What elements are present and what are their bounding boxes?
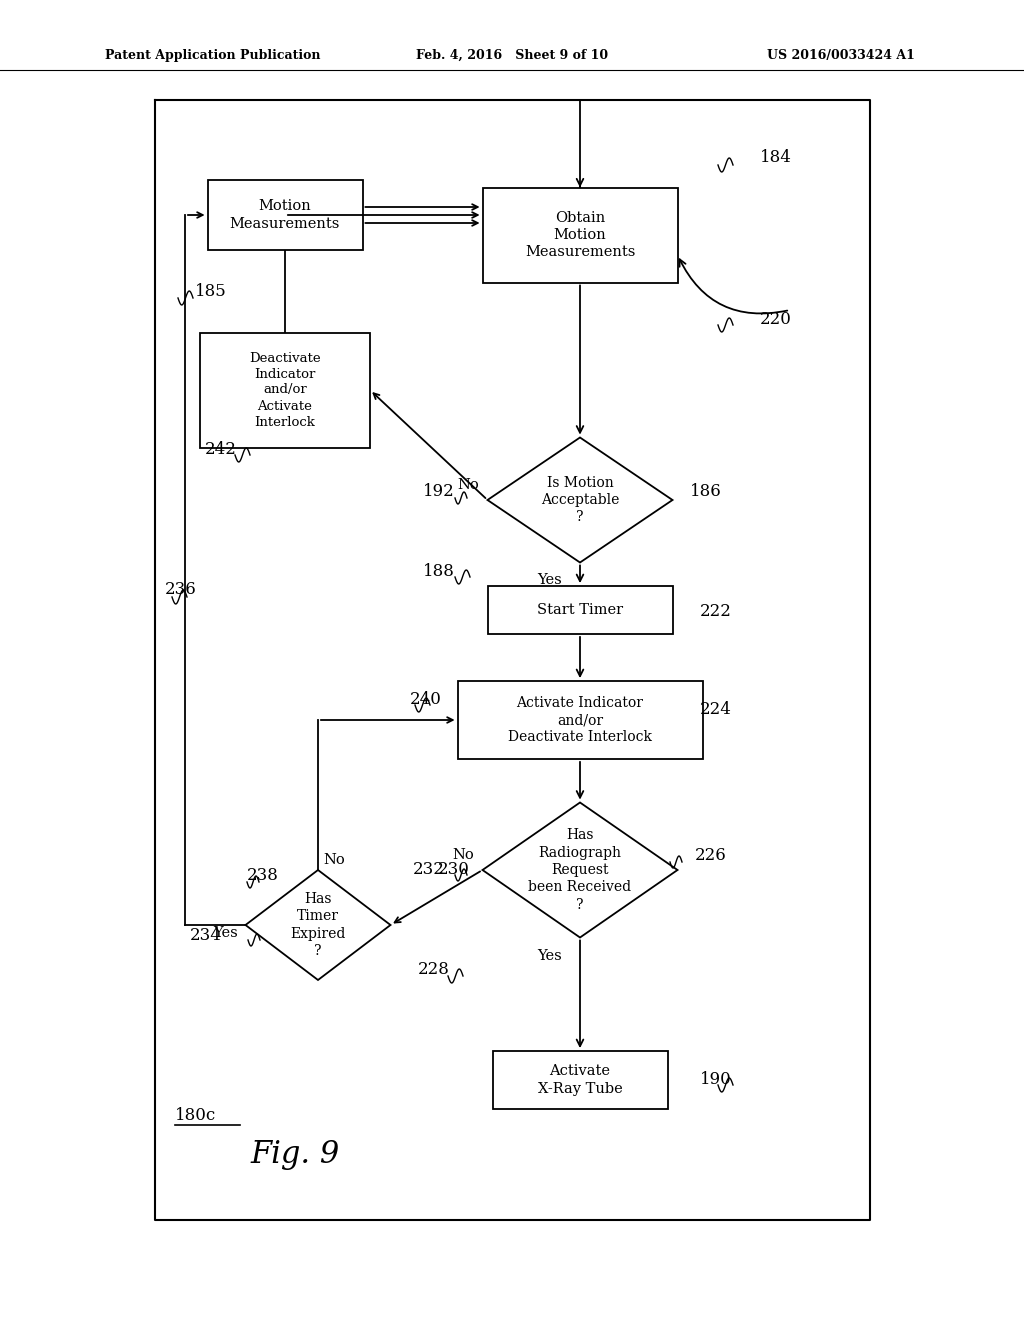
Text: 228: 228 — [418, 961, 450, 978]
Text: No: No — [453, 847, 474, 862]
Text: No: No — [323, 853, 345, 867]
Text: 190: 190 — [700, 1072, 732, 1089]
Text: 238: 238 — [247, 866, 279, 883]
Text: US 2016/0033424 A1: US 2016/0033424 A1 — [767, 49, 915, 62]
Text: Is Motion
Acceptable
?: Is Motion Acceptable ? — [541, 475, 620, 524]
Polygon shape — [482, 803, 678, 937]
Text: Has
Radiograph
Request
been Received
?: Has Radiograph Request been Received ? — [528, 829, 632, 912]
Bar — [208, 180, 362, 249]
Text: 220: 220 — [760, 312, 792, 329]
Text: No: No — [458, 478, 479, 492]
Text: 240: 240 — [410, 692, 442, 709]
Text: 222: 222 — [700, 603, 732, 620]
Bar — [458, 681, 702, 759]
Text: Yes: Yes — [538, 949, 562, 962]
Bar — [493, 1051, 668, 1109]
Text: 232: 232 — [413, 862, 445, 879]
Text: 184: 184 — [760, 149, 792, 166]
Text: 230: 230 — [438, 862, 470, 879]
Bar — [482, 187, 678, 282]
Bar — [200, 333, 370, 447]
Text: 192: 192 — [423, 483, 455, 500]
Text: 180c: 180c — [175, 1106, 216, 1123]
Text: Has
Timer
Expired
?: Has Timer Expired ? — [291, 892, 346, 958]
Text: Activate Indicator
and/or
Deactivate Interlock: Activate Indicator and/or Deactivate Int… — [508, 696, 652, 744]
Text: 186: 186 — [690, 483, 722, 500]
Bar — [487, 586, 673, 634]
Polygon shape — [487, 437, 673, 562]
Text: Motion
Measurements: Motion Measurements — [229, 199, 340, 231]
Text: 224: 224 — [700, 701, 732, 718]
Polygon shape — [246, 870, 390, 979]
Text: Feb. 4, 2016   Sheet 9 of 10: Feb. 4, 2016 Sheet 9 of 10 — [416, 49, 608, 62]
Text: Obtain
Motion
Measurements: Obtain Motion Measurements — [525, 211, 635, 259]
Text: 242: 242 — [205, 441, 237, 458]
Text: Fig. 9: Fig. 9 — [251, 1139, 340, 1171]
Text: 188: 188 — [423, 564, 455, 581]
Text: Yes: Yes — [213, 927, 238, 940]
Text: Deactivate
Indicator
and/or
Activate
Interlock: Deactivate Indicator and/or Activate Int… — [249, 351, 321, 429]
Text: 234: 234 — [190, 927, 222, 944]
Text: 226: 226 — [695, 846, 727, 863]
Text: Patent Application Publication: Patent Application Publication — [105, 49, 321, 62]
Text: Yes: Yes — [538, 573, 562, 587]
Text: Activate
X-Ray Tube: Activate X-Ray Tube — [538, 1064, 623, 1096]
Text: Start Timer: Start Timer — [537, 603, 623, 616]
Text: 185: 185 — [195, 284, 226, 301]
Text: 236: 236 — [165, 582, 197, 598]
